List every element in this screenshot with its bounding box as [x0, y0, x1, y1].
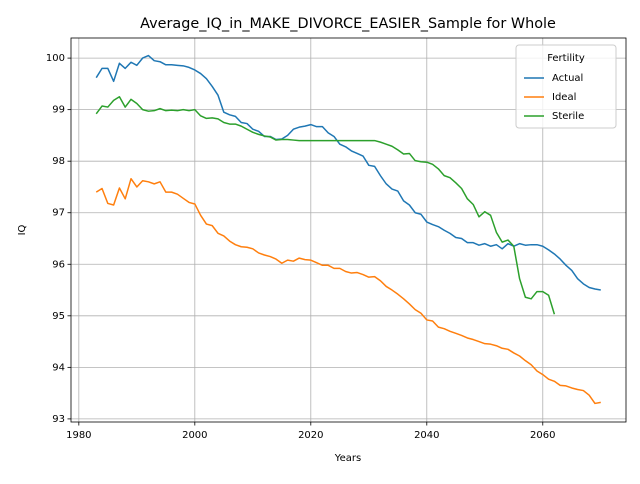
y-tick-label: 94 — [52, 362, 65, 373]
legend-label: Sterile — [552, 111, 584, 122]
y-tick-label: 98 — [52, 156, 65, 167]
y-tick-label: 99 — [52, 105, 65, 116]
y-tick-label: 100 — [46, 53, 65, 64]
y-tick-label: 95 — [52, 311, 65, 322]
x-tick-label: 2000 — [182, 430, 207, 441]
y-tick-label: 93 — [52, 414, 65, 425]
legend-box — [515, 44, 617, 129]
y-tick-label: 96 — [52, 259, 65, 270]
chart-title: Average_IQ_in_MAKE_DIVORCE_EASIER_Sample… — [140, 16, 556, 32]
x-tick-label: 2040 — [414, 430, 439, 441]
x-axis-label: Years — [334, 453, 361, 464]
y-axis-label: IQ — [17, 224, 28, 235]
x-tick-label: 1980 — [66, 430, 91, 441]
data-line — [95, 177, 601, 405]
legend-title: Fertility — [547, 53, 585, 64]
x-tick-label: 2020 — [298, 430, 323, 441]
legend-label: Ideal — [552, 92, 576, 103]
data-line — [95, 54, 601, 291]
plot-frame — [70, 37, 627, 423]
legend-label: Actual — [552, 73, 583, 84]
x-tick-label: 2060 — [530, 430, 555, 441]
data-line — [95, 96, 556, 315]
y-tick-label: 97 — [52, 208, 65, 219]
